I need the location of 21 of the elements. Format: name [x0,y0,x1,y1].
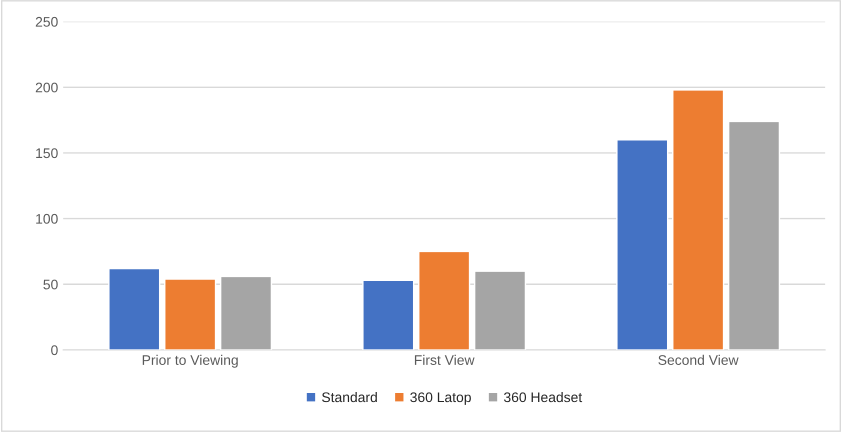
bar [220,276,272,350]
legend-label: 360 Headset [504,392,582,402]
legend-label: Standard [322,392,377,402]
bar [728,120,780,350]
y-tick-label: 0 [51,345,58,356]
bar [616,139,668,350]
bar [474,270,526,350]
y-tick-label: 50 [43,280,58,290]
x-tick-label: Prior to Viewing [142,354,238,368]
bar [672,89,724,350]
bar [108,268,160,350]
legend-label: 360 Latop [410,392,471,405]
y-tick-label: 150 [36,148,58,158]
y-tick-label: 250 [36,16,58,27]
y-tick-label: 100 [36,214,58,224]
bar [418,250,470,350]
bar [164,278,216,350]
bar [362,280,414,350]
x-tick-label: Second View [658,354,739,365]
x-tick-label: First View [414,354,475,365]
y-tick-label: 200 [36,82,58,92]
